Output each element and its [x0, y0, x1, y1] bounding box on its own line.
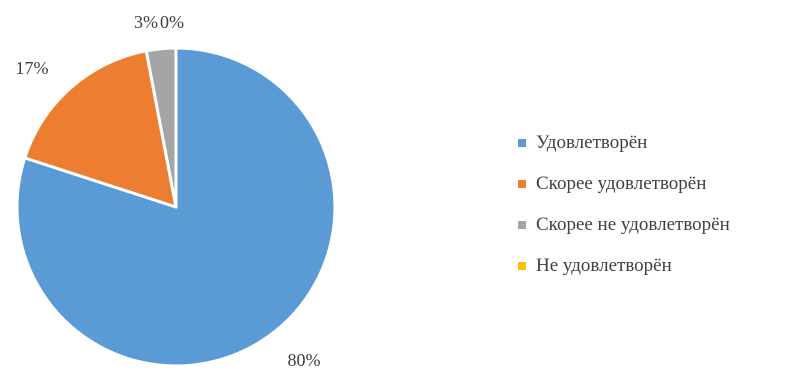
pie-slice-2 [23, 49, 178, 209]
legend-swatch-2 [518, 179, 526, 188]
legend-item-4: Не удовлетворён [518, 255, 730, 276]
legend-swatch-3 [518, 220, 526, 229]
legend-item-1: Удовлетворён [518, 132, 730, 153]
legend-item-3: Скорее не удовлетворён [518, 214, 730, 235]
legend-label-2: Скорее удовлетворён [536, 172, 707, 194]
legend-item-2: Скорее удовлетворён [518, 173, 730, 194]
data-label-2: 17% [16, 58, 49, 78]
data-label-1: 80% [288, 350, 321, 369]
data-label-3: 3% [134, 12, 158, 32]
legend-swatch-4 [518, 261, 526, 270]
legend-label-1: Удовлетворён [536, 131, 648, 153]
pie-slice-3 [144, 46, 178, 209]
chart-legend: Удовлетворён Скорее удовлетворён Скорее не… [518, 132, 730, 296]
legend-label-3: Скорее не удовлетворён [536, 213, 730, 235]
data-label-4: 0% [160, 12, 184, 32]
legend-label-4: Не удовлетворён [536, 254, 672, 276]
legend-swatch-1 [518, 138, 526, 147]
